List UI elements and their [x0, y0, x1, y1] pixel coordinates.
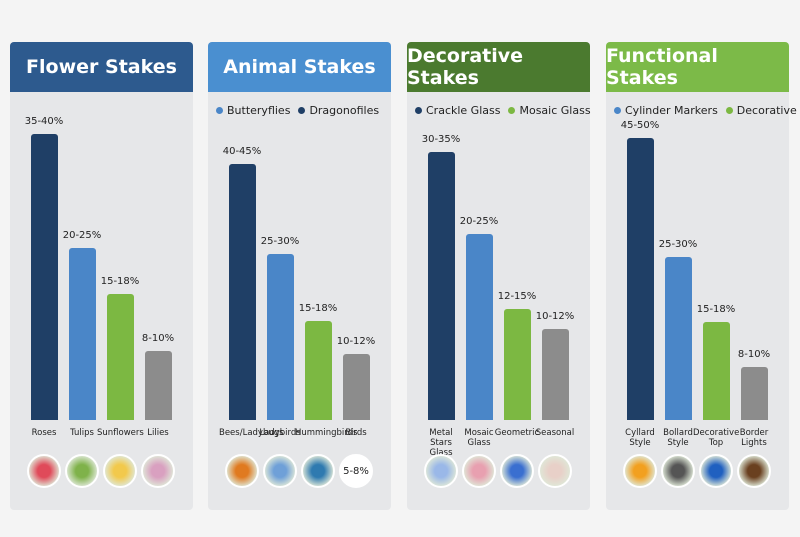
icon: [623, 454, 657, 488]
bar: [30, 134, 58, 420]
legend-item: Cylinder Markers: [614, 104, 718, 117]
icon: [103, 454, 137, 488]
value-label: 45-50%: [620, 120, 660, 131]
bar: [465, 234, 493, 420]
value-label: 35-40%: [24, 116, 64, 127]
bar: [228, 164, 256, 420]
icon: [65, 454, 99, 488]
legend-label: Dragonofiles: [309, 104, 380, 117]
panel: Animal Stakes Butteryflies Dragonofiles 40-…: [208, 42, 391, 510]
legend-dot: [415, 107, 422, 114]
category-label: Metal Stars Glass: [429, 428, 453, 458]
legend: Crackle Glass Mosaic Glass: [415, 104, 591, 117]
value-label: 10-12%: [336, 335, 376, 347]
category-label: Tulips: [70, 428, 94, 438]
value-label: 15-18%: [100, 276, 140, 288]
bar: [68, 248, 96, 420]
legend-item: Crackle Glass: [415, 104, 500, 117]
legend-dot: [508, 107, 516, 114]
value-label: 25-30%: [260, 236, 300, 248]
legend-item: Mosaic Glass: [508, 104, 591, 117]
bar: [427, 152, 455, 420]
value-label: 15-18%: [298, 302, 338, 314]
legend-dot: [614, 107, 621, 114]
legend-label: Butteryflies: [227, 104, 291, 117]
bar: [144, 351, 172, 420]
panel: Flower Stakes 35-40% Roses 20-25% Tulips 15-1…: [10, 42, 193, 510]
bar: [702, 322, 730, 420]
category-label: Cyllard Style: [625, 428, 655, 448]
value-label: 30-35%: [421, 134, 461, 145]
value-label: 20-25%: [62, 230, 102, 242]
value-label: 10-12%: [535, 311, 575, 323]
value-label: 8-10%: [737, 348, 771, 360]
panel-title: Functional Stakes: [606, 42, 789, 92]
icon: [462, 454, 496, 488]
legend: Butteryflies Dragonofiles: [216, 104, 387, 117]
category-label: Birds: [345, 428, 367, 438]
bar: [304, 320, 332, 420]
bar: [740, 366, 768, 420]
legend-item: Decorative: [725, 104, 797, 117]
icon: [661, 454, 695, 488]
icon: [225, 454, 259, 488]
value-label: 20-25%: [459, 216, 499, 228]
icon: [737, 454, 771, 488]
legend-dot: [216, 107, 223, 114]
category-label: Border Lights: [739, 428, 769, 448]
panel-title: Decorative Stakes: [407, 42, 590, 92]
category-label: Roses: [31, 428, 57, 438]
legend-item: Butteryflies: [216, 104, 290, 117]
legend-item: Dragonofiles: [298, 104, 379, 117]
category-label: Sunflowers: [97, 428, 144, 438]
bar: [664, 256, 692, 420]
bar: [541, 329, 569, 420]
bar: [106, 294, 134, 420]
legend: Cylinder Markers Decorative: [614, 104, 797, 117]
value-label: 12-15%: [497, 290, 537, 302]
value-label: 25-30%: [658, 238, 698, 250]
legend-label: Mosaic Glass: [519, 104, 591, 117]
category-label: Mosaic Glass: [464, 428, 494, 448]
icon: [538, 454, 572, 488]
icon: [263, 454, 297, 488]
annotation: 5-8%: [339, 454, 373, 488]
panel: Functional Stakes Cylinder Markers Decorat…: [606, 42, 797, 510]
value-label: 8-10%: [141, 333, 175, 345]
icon: [500, 454, 534, 488]
category-label: Lilies: [147, 428, 169, 438]
category-label: Decorative Top: [693, 428, 740, 448]
icon: [141, 454, 175, 488]
icon: [699, 454, 733, 488]
legend-label: Crackle Glass: [426, 104, 501, 117]
category-label: Geometric: [494, 428, 540, 438]
category-label: Ladybirds: [259, 428, 301, 438]
bar: [503, 308, 531, 420]
legend-dot: [298, 107, 306, 114]
panel-title: Animal Stakes: [208, 42, 391, 92]
legend-label: Decorative: [736, 104, 797, 117]
legend-dot: [725, 107, 733, 114]
category-label: Hummingbirds: [295, 428, 358, 438]
icon: [424, 454, 458, 488]
icon: [301, 454, 335, 488]
bar: [626, 138, 654, 420]
legend-label: Cylinder Markers: [625, 104, 718, 117]
category-label: Bees/Ladybugs: [219, 428, 284, 438]
bar: [342, 353, 370, 420]
panel-title: Flower Stakes: [10, 42, 193, 92]
category-label: Seasonal: [535, 428, 575, 438]
bar: [266, 254, 294, 420]
category-label: Bollard Style: [663, 428, 693, 448]
value-label: 15-18%: [696, 304, 736, 316]
icon: [27, 454, 61, 488]
panel: Decorative Stakes Crackle Glass Mosaic Gla…: [407, 42, 591, 510]
value-label: 40-45%: [222, 146, 262, 157]
